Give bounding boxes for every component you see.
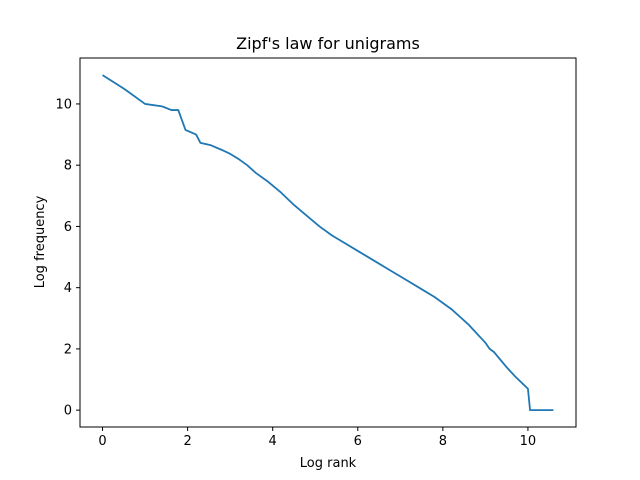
series-line-0: [102, 74, 554, 412]
x-tick-label: 2: [183, 434, 191, 449]
x-tick-label: 10: [520, 434, 537, 449]
y-tick-label: 10: [55, 97, 72, 112]
x-tick-label: 4: [269, 434, 277, 449]
y-tick-label: 0: [64, 404, 72, 419]
y-tick-label: 8: [64, 159, 72, 174]
y-tick-label: 6: [64, 220, 72, 235]
y-axis-label: Log frequency: [33, 195, 48, 288]
axes-frame: [79, 57, 577, 428]
x-axis-label: Log rank: [300, 456, 357, 471]
x-tick-label: 6: [354, 434, 362, 449]
x-tick-label: 0: [98, 434, 106, 449]
plot-area: [102, 74, 554, 412]
y-tick-label: 4: [64, 281, 72, 296]
y-tick-label: 2: [64, 342, 72, 357]
chart-title: Zipf's law for unigrams: [236, 34, 420, 53]
axis-ticks: 0 2 4 6 8 10 0 2 4 6 8 10: [55, 97, 536, 449]
x-tick-label: 8: [439, 434, 447, 449]
